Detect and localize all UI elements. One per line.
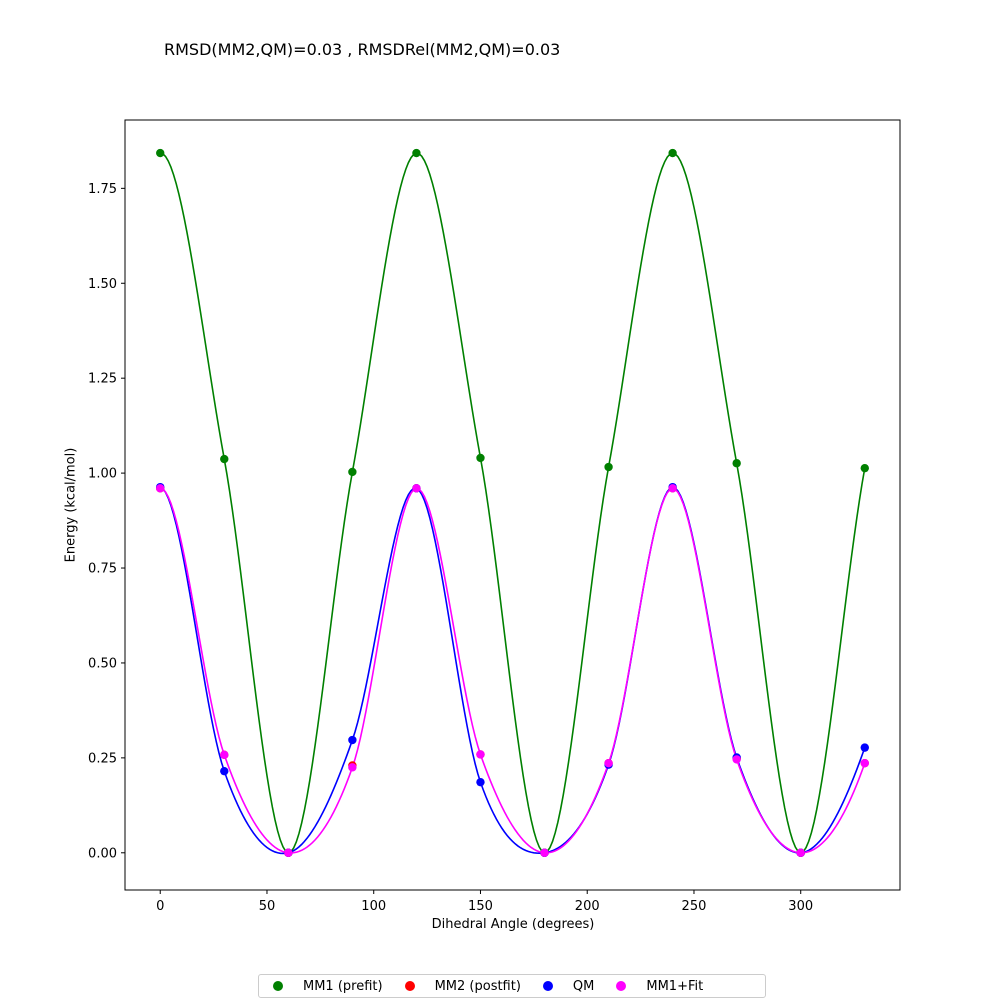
legend-label-mm1-prefit: MM1 (prefit) [303,978,383,994]
data-point-mm1-fit [732,755,741,764]
data-point-mm1-prefit [348,467,357,477]
legend-item-mm1-fit: MM1+Fit [616,979,703,994]
x-tick-label: 200 [575,899,600,914]
legend-item-mm1-prefit: MM1 (prefit) [273,979,383,994]
y-tick-label: 1.00 [88,467,117,482]
legend-marker-mm1-fit [616,981,627,991]
legend-marker-qm [542,981,553,991]
x-tick-label: 50 [259,899,276,914]
legend-label-mm2-postfit: MM2 (postfit) [434,978,521,994]
data-point-qm [860,743,869,752]
x-tick-label: 150 [468,899,493,914]
y-axis-label: Energy (kcal/mol) [63,447,79,563]
x-tick-label: 250 [682,899,707,914]
series-line-mm1-prefit [160,152,866,854]
data-point-mm1-fit [220,750,229,760]
legend-marker-mm2-postfit [404,981,415,991]
data-point-qm [220,766,229,776]
data-point-mm1-fit [156,484,165,493]
data-point-mm1-fit [604,758,613,768]
data-point-mm1-fit [540,848,549,857]
legend-marker-mm1-prefit [273,981,283,991]
series-line-mm1-fit [159,487,866,854]
data-point-mm1-fit [412,484,421,493]
data-point-mm1-fit [476,750,485,759]
data-point-mm1-fit [348,763,357,772]
data-point-mm1-prefit [476,453,485,463]
series-line-qm [159,486,866,855]
data-point-mm1-prefit [860,463,869,473]
x-tick-label: 0 [156,899,164,914]
y-tick-label: 1.50 [88,277,117,292]
data-point-mm1-prefit [668,148,677,158]
data-point-mm1-prefit [220,454,229,464]
y-tick-label: 1.75 [88,182,117,197]
data-point-mm1-fit [796,848,805,857]
y-tick-label: 1.25 [88,372,117,387]
data-point-mm1-prefit [604,462,613,472]
data-point-mm1-prefit [732,459,741,468]
data-point-mm1-prefit [156,148,165,158]
plot-frame [124,119,901,891]
data-point-qm [348,735,357,745]
data-point-qm [476,777,485,787]
data-point-mm1-fit [860,758,869,768]
legend-label-mm1-fit: MM1+Fit [646,978,704,994]
data-point-mm1-fit [668,484,677,493]
data-point-mm1-fit [284,848,293,857]
chart-title: RMSD(MM2,QM)=0.03 , RMSDRel(MM2,QM)=0.03 [164,40,561,59]
y-tick-label: 0.25 [88,751,117,766]
y-tick-label: 0.50 [88,656,117,671]
legend-label-qm: QM [572,978,595,994]
legend-item-qm: QM [542,978,595,994]
legend: MM1 (prefit) MM2 (postfit) QM MM1+Fit [258,974,766,998]
x-tick-label: 300 [788,899,813,914]
x-axis-label: Dihedral Angle (degrees) [431,917,595,932]
x-tick-label: 100 [361,899,386,914]
data-point-mm1-prefit [412,148,421,158]
y-tick-label: 0.00 [88,846,117,861]
legend-item-mm2-postfit: MM2 (postfit) [404,978,521,994]
y-tick-label: 0.75 [88,562,117,577]
